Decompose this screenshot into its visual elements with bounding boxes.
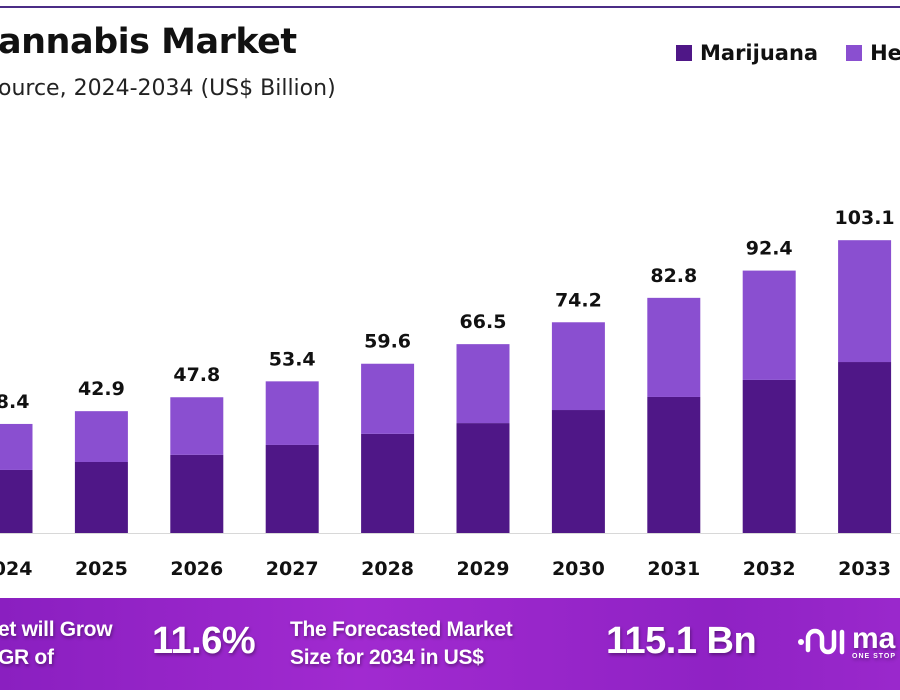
bar-hemp-2026 (170, 397, 224, 455)
summary-banner: et will Grow GR of 11.6% The Forecasted … (0, 598, 900, 690)
x-tick-label-2026: 2026 (170, 558, 223, 580)
data-label-2033: 103.1 (835, 207, 895, 229)
forecast-text-line: Size for 2034 in US$ (290, 646, 484, 669)
bar-marijuana-2025 (74, 462, 128, 533)
data-label-2031: 82.8 (650, 265, 697, 287)
legend-swatch (846, 45, 863, 61)
cagr-text: et will Grow GR of (0, 616, 113, 672)
legend: Marijuana Hemp (676, 41, 900, 65)
cagr-value: 11.6% (152, 620, 256, 662)
bar-hemp-2031 (647, 297, 701, 397)
x-tick-label-2033: 2033 (838, 558, 891, 580)
bar-marijuana-2033 (838, 362, 892, 533)
logo-icon (798, 628, 845, 655)
forecast-text: The Forecasted Market Size for 2034 in U… (290, 616, 513, 672)
forecast-text-line: The Forecasted Market (290, 618, 513, 641)
legend-label: Marijuana (700, 41, 819, 65)
data-label-2032: 92.4 (746, 238, 793, 260)
legend-swatch (676, 45, 692, 61)
bar-hemp-2033 (838, 240, 892, 363)
x-tick-label-2028: 2028 (361, 558, 414, 580)
x-tick-label-2031: 2031 (647, 558, 700, 580)
bar-marijuana-2030 (551, 410, 605, 533)
bar-hemp-2025 (74, 411, 128, 462)
bar-marijuana-2024 (0, 469, 33, 533)
bar-marijuana-2026 (170, 454, 224, 533)
legend-label: Hemp (870, 41, 900, 65)
x-tick-label-2030: 2030 (552, 558, 605, 580)
cagr-text-line: et will Grow (0, 618, 113, 641)
bar-marijuana-2027 (265, 444, 319, 533)
bar-marijuana-2029 (456, 423, 510, 533)
brand-logo: ma ONE STOP (796, 621, 897, 660)
data-label-2030: 74.2 (555, 289, 602, 311)
x-tick-label-2025: 2025 (75, 558, 128, 580)
x-tick-label-2027: 2027 (266, 558, 319, 580)
top-divider (0, 6, 900, 8)
legend-item-hemp: Hemp (846, 41, 900, 65)
bar-hemp-2032 (742, 270, 796, 380)
data-label-2025: 42.9 (78, 378, 125, 400)
bar-hemp-2028 (361, 363, 415, 434)
chart-title: annabis Market (0, 22, 297, 62)
x-tick-label-2024: 2024 (0, 558, 32, 580)
x-tick-label-2032: 2032 (743, 558, 796, 580)
bar-hemp-2024 (0, 423, 33, 470)
data-label-2029: 66.5 (460, 311, 507, 333)
logo-tagline: ONE STOP (852, 652, 897, 660)
forecast-value: 115.1 Bn (606, 620, 757, 662)
bar-hemp-2030 (551, 322, 605, 411)
bar-hemp-2027 (265, 381, 319, 445)
bar-marijuana-2032 (742, 379, 796, 533)
logo-name: ma (852, 621, 896, 655)
cagr-text-line: GR of (0, 646, 54, 669)
data-label-2026: 47.8 (173, 364, 220, 386)
data-label-2028: 59.6 (364, 331, 411, 353)
data-label-2027: 53.4 (269, 348, 316, 370)
legend-item-marijuana: Marijuana (676, 41, 818, 65)
data-label-2024: 38.4 (0, 391, 29, 413)
bar-marijuana-2028 (361, 433, 415, 533)
bar-marijuana-2031 (647, 396, 701, 533)
bar-hemp-2029 (456, 344, 510, 424)
stacked-bar-chart: 38.4 2024 42.9 2025 47.8 2026 53.4 2027 59.6 2028… (0, 207, 900, 580)
chart-subtitle: ource, 2024-2034 (US$ Billion) (0, 76, 336, 101)
x-tick-label-2029: 2029 (457, 558, 510, 580)
